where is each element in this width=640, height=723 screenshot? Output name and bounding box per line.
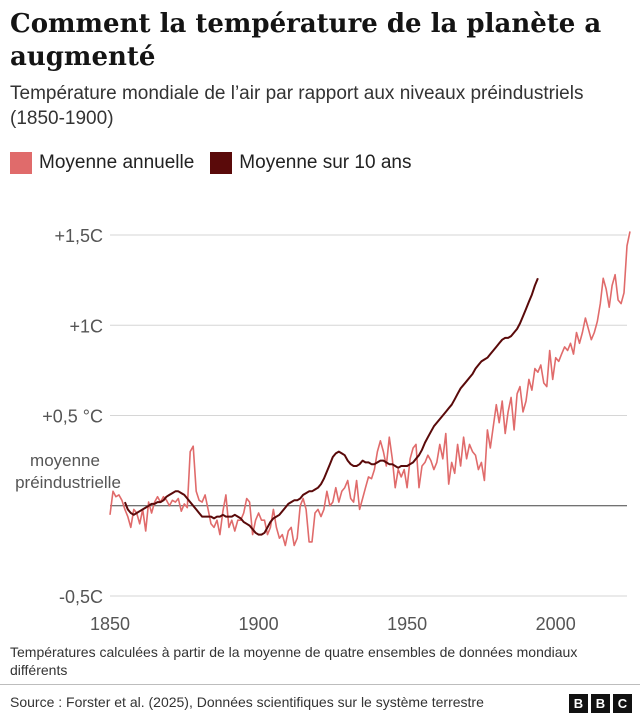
gridlines: [110, 234, 627, 597]
legend-swatch-decadal: [210, 152, 233, 174]
footnote: Températures calculées à partir de la mo…: [10, 644, 578, 678]
chart-subtitle: Température mondiale de l’air par rappor…: [10, 83, 584, 129]
y-tick-label: +1,5C: [54, 226, 103, 246]
legend-label-decadal: Moyenne sur 10 ans: [239, 152, 412, 173]
y-tick-label: +0,5 °C: [42, 407, 103, 427]
bbc-logo-letter-1: B: [569, 694, 588, 713]
y-tick-label: -0,5C: [59, 587, 103, 607]
x-tick-label: 1900: [239, 614, 279, 634]
baseline-label-line1: moyenne: [30, 451, 100, 470]
data-series: [109, 231, 631, 547]
legend: Moyenne annuelle Moyenne sur 10 ans: [10, 151, 427, 175]
bbc-logo-letter-2: B: [591, 694, 610, 713]
x-tick-label: 1950: [387, 614, 427, 634]
legend-item-annual: Moyenne annuelle: [10, 152, 194, 174]
bbc-logo-letter-3: C: [613, 694, 632, 713]
legend-label-annual: Moyenne annuelle: [39, 152, 195, 173]
source-text: Source : Forster et al. (2025), Données …: [10, 694, 484, 710]
x-tick-label: 1850: [90, 614, 130, 634]
line-chart: +1,5C +1C +0,5 °C -0,5C 1850 1900 1950 2000 mo…: [15, 226, 631, 634]
baseline-label-line2: préindustrielle: [15, 473, 121, 492]
y-axis-tick-labels: +1,5C +1C +0,5 °C -0,5C: [42, 226, 103, 607]
bbc-logo: B B C: [569, 694, 632, 713]
x-tick-label: 2000: [536, 614, 576, 634]
chart-title: Comment la température de la planète a a…: [10, 9, 602, 72]
legend-swatch-annual: [10, 152, 32, 174]
footer-divider: [0, 684, 640, 685]
legend-item-decadal: Moyenne sur 10 ans: [210, 152, 411, 174]
x-axis-tick-labels: 1850 1900 1950 2000: [90, 614, 576, 634]
y-tick-label: +1C: [69, 316, 103, 336]
series-line-annual: [109, 231, 631, 547]
series-line-decadal: [123, 277, 539, 536]
